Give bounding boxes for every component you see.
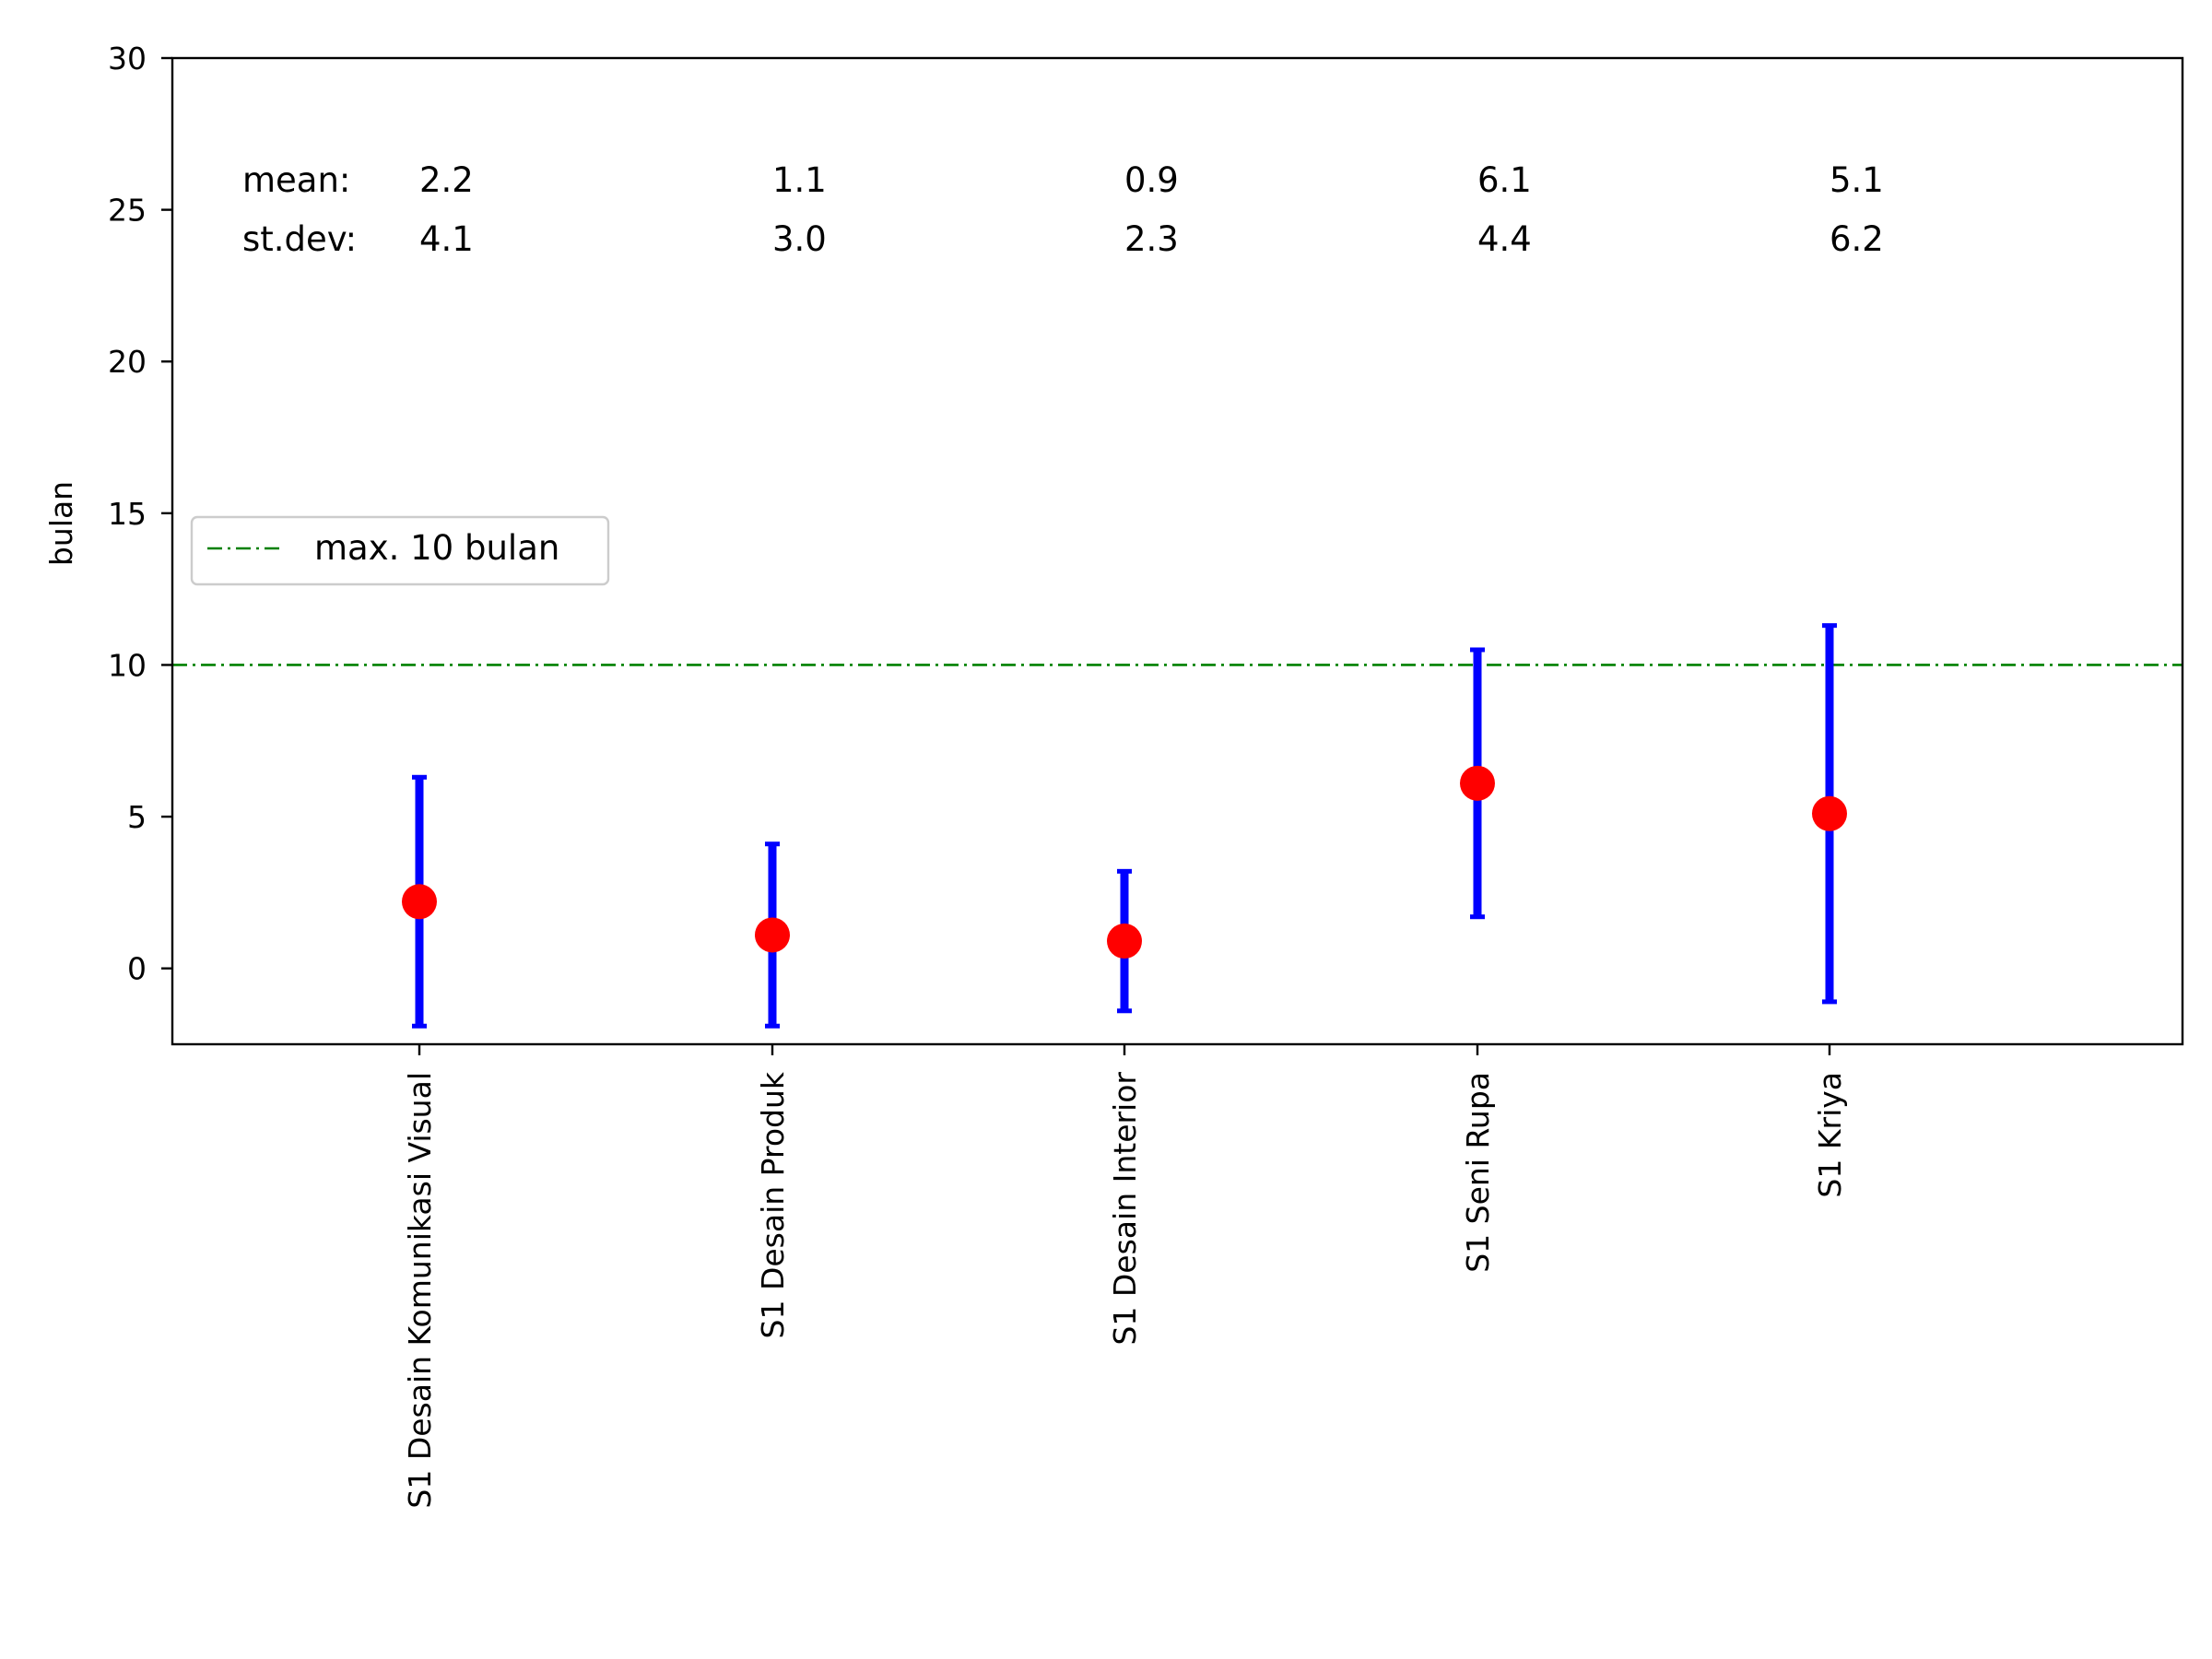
x-tick-label: S1 Desain Interior [1107,1072,1143,1346]
stdev-value: 4.4 [1477,219,1532,259]
stats-annotations: mean: st.dev: 2.2 1.1 0.9 6.1 5.1 4.1 3.0 2.3 4.4 6… [242,160,1884,259]
y-tick-label: 5 [127,799,147,835]
x-tick-label: S1 Seni Rupa [1460,1072,1496,1273]
y-tick-label: 10 [108,647,147,683]
y-tick-label: 30 [108,41,147,76]
mean-value: 2.2 [419,160,474,200]
stdev-value: 2.3 [1124,219,1179,259]
plot-frame [171,56,2184,1046]
mean-label: mean: [242,160,350,200]
stdev-value: 6.2 [1830,219,1884,259]
point-layer [402,765,1847,959]
y-axis-label: bulan [43,481,79,566]
y-tick-label: 25 [108,193,147,229]
x-tick-label: S1 Kriya [1812,1072,1848,1198]
mean-value: 1.1 [772,160,827,200]
y-tick-label: 0 [127,951,147,987]
mean-point [1812,795,1847,831]
mean-value: 5.1 [1830,160,1884,200]
y-tick-label: 15 [108,496,147,532]
mean-point [755,917,790,953]
mean-point [1107,924,1142,959]
legend-label: max. 10 bulan [314,528,559,568]
errorbar-layer [412,623,1837,1029]
mean-value: 0.9 [1124,160,1179,200]
legend: max. 10 bulan [190,515,610,586]
stdev-label: st.dev: [242,219,357,259]
mean-value: 6.1 [1477,160,1532,200]
mean-point [402,884,437,920]
axes: 0 5 10 15 20 25 30 bulan S1 Desain Komunikasi Vi… [43,41,2184,1509]
mean-point [1460,765,1495,801]
y-tick-label: 20 [108,344,147,380]
stdev-value: 4.1 [419,219,474,259]
legend-box [190,515,610,586]
stdev-value: 3.0 [772,219,827,259]
x-tick-label: S1 Desain Komunikasi Visual [402,1072,438,1509]
x-tick-label: S1 Desain Produk [755,1071,791,1338]
